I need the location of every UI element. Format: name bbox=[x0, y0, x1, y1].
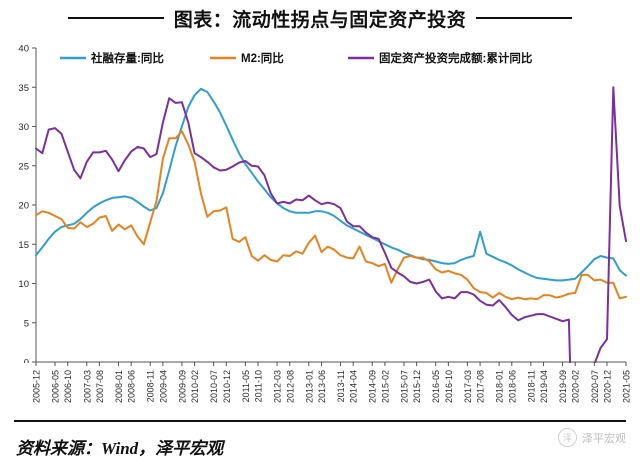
source-note: 资料来源：Wind，泽平宏观 bbox=[16, 439, 224, 458]
x-tick-label: 2020-02 bbox=[571, 370, 581, 403]
x-tick-label: 2011-05 bbox=[241, 370, 251, 402]
x-tick-label: 2015-12 bbox=[412, 370, 422, 403]
legend-label: 固定资产投资完成额:累计同比 bbox=[379, 51, 533, 65]
title-rule-left bbox=[67, 17, 164, 19]
legend-label: M2:同比 bbox=[241, 51, 284, 65]
x-tick-label: 2016-05 bbox=[431, 370, 441, 403]
x-tick-label: 2013-11 bbox=[336, 370, 346, 402]
x-tick-label: 2020-12 bbox=[602, 370, 612, 403]
x-tick-label: 2008-06 bbox=[127, 370, 137, 403]
x-tick-label: 2021-05 bbox=[622, 370, 632, 403]
x-tick-label: 2014-04 bbox=[349, 370, 359, 403]
chart-area: 05101520253035402005-122006-052006-10200… bbox=[0, 34, 640, 420]
x-tick-label: 2017-08 bbox=[476, 370, 486, 403]
x-tick-label: 2015-02 bbox=[380, 370, 390, 403]
x-tick-label: 2018-11 bbox=[526, 370, 536, 402]
x-tick-label: 2012-08 bbox=[285, 370, 295, 403]
chart-title-bar: 图表：流动性拐点与固定资产投资 bbox=[0, 0, 640, 36]
x-tick-label: 2019-04 bbox=[539, 370, 549, 403]
x-tick-label: 2007-08 bbox=[95, 370, 105, 403]
series-line bbox=[35, 130, 627, 301]
page-title: 图表：流动性拐点与固定资产投资 bbox=[173, 9, 467, 31]
x-tick-label: 2009-04 bbox=[158, 370, 168, 403]
y-tick-label: 15 bbox=[18, 240, 29, 251]
x-tick-label: 2012-03 bbox=[273, 370, 283, 403]
line-chart: 05101520253035402005-122006-052006-10200… bbox=[0, 44, 640, 420]
y-tick-label: 10 bbox=[18, 279, 29, 290]
x-tick-label: 2005-12 bbox=[32, 370, 42, 403]
chart-footer: 资料来源：Wind，泽平宏观 泽 泽平宏观 bbox=[0, 420, 640, 475]
series-line bbox=[35, 87, 627, 282]
x-tick-label: 2018-01 bbox=[495, 370, 505, 403]
x-tick-label: 2008-01 bbox=[114, 370, 124, 403]
watermark-logo-icon: 泽 bbox=[558, 428, 577, 447]
x-tick-label: 2010-07 bbox=[209, 370, 219, 403]
x-tick-label: 2006-05 bbox=[51, 370, 61, 403]
watermark-label: 泽平宏观 bbox=[582, 432, 626, 445]
legend-label: 社融存量:同比 bbox=[90, 51, 164, 65]
y-tick-label: 40 bbox=[18, 44, 29, 55]
series-line bbox=[35, 86, 627, 420]
x-tick-label: 2020-07 bbox=[590, 370, 600, 403]
x-tick-label: 2013-06 bbox=[317, 370, 327, 403]
y-tick-label: 25 bbox=[18, 161, 29, 172]
x-tick-label: 2006-10 bbox=[63, 370, 73, 403]
title-rule-right bbox=[476, 17, 573, 19]
x-tick-label: 2009-09 bbox=[177, 370, 187, 403]
x-tick-label: 2007-03 bbox=[82, 370, 92, 403]
x-tick-label: 2016-10 bbox=[444, 370, 454, 403]
watermark: 泽 泽平宏观 bbox=[558, 428, 626, 447]
y-tick-label: 20 bbox=[18, 201, 29, 212]
x-tick-label: 2014-09 bbox=[368, 370, 378, 403]
y-tick-label: 5 bbox=[24, 318, 29, 329]
x-tick-label: 2015-07 bbox=[399, 370, 409, 403]
x-tick-label: 2010-12 bbox=[222, 370, 232, 403]
x-tick-label: 2011-10 bbox=[254, 370, 264, 402]
x-tick-label: 2018-06 bbox=[507, 370, 517, 403]
y-tick-label: 30 bbox=[18, 122, 29, 133]
x-tick-label: 2017-03 bbox=[463, 370, 473, 403]
x-tick-label: 2019-09 bbox=[558, 370, 568, 403]
y-tick-label: 35 bbox=[18, 83, 29, 94]
footer-divider bbox=[14, 420, 626, 422]
x-tick-label: 2010-02 bbox=[190, 370, 200, 403]
x-tick-label: 2008-11 bbox=[146, 370, 156, 402]
x-tick-label: 2013-01 bbox=[304, 370, 314, 403]
